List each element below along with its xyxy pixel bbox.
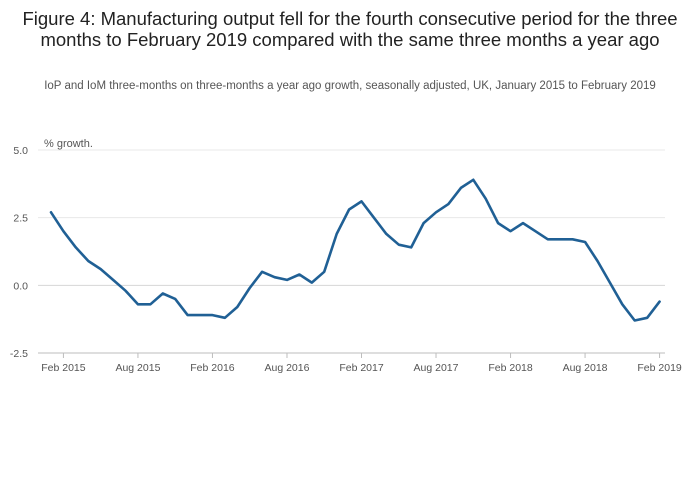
chart-subtitle: IoP and IoM three-months on three-months…: [44, 80, 656, 92]
x-tick-label: Aug 2015: [115, 362, 160, 374]
y-tick-label: 5.0: [13, 145, 28, 157]
series-group: [49, 178, 661, 322]
y-axis: -2.5 0.0 2.5 5.0: [10, 145, 28, 360]
x-tick-label: Feb 2018: [488, 362, 533, 374]
y-tick-label: 2.5: [13, 213, 28, 225]
x-tick-label: Feb 2019: [637, 362, 682, 374]
x-tick-label: Feb 2015: [41, 362, 86, 374]
series-line: [49, 178, 661, 322]
x-tick-label: Feb 2017: [339, 362, 384, 374]
x-tick-label: Feb 2016: [190, 362, 235, 374]
y-tick-label: -2.5: [10, 348, 28, 360]
y-axis-label: % growth.: [44, 138, 93, 150]
y-tick-label: 0.0: [13, 280, 28, 292]
chart-title: Figure 4: Manufacturing output fell for …: [22, 8, 678, 50]
x-axis: Feb 2015 Aug 2015 Feb 2016 Aug 2016 Feb 2017…: [38, 352, 682, 374]
x-tick-label: Aug 2017: [414, 362, 459, 374]
gridlines: [38, 149, 665, 354]
x-tick-label: Aug 2018: [563, 362, 608, 374]
x-tick-label: Aug 2016: [264, 362, 309, 374]
